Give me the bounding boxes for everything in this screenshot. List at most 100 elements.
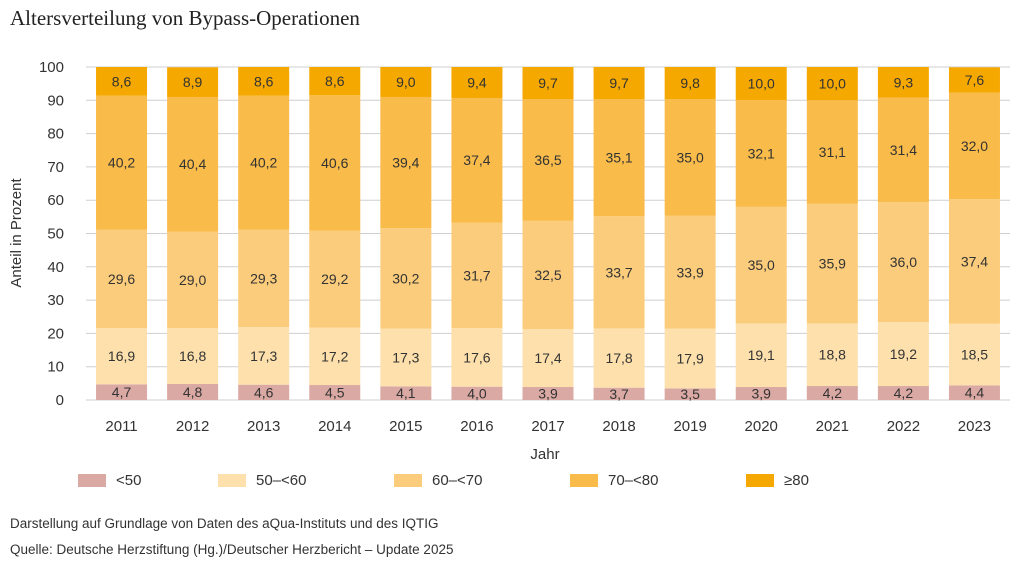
bar-segment: [735, 323, 787, 388]
bar-segment: [96, 229, 148, 329]
data-label: 4,4: [965, 385, 985, 401]
bar-segment: [380, 328, 432, 387]
x-tick-label: 2018: [602, 418, 635, 435]
legend-label-70-80: 70–<80: [608, 472, 659, 489]
data-label: 35,9: [819, 256, 846, 272]
bar-segment: [948, 92, 1000, 200]
data-label: 4,1: [396, 385, 416, 401]
stacked-bar-chart: 4,7 16,9 29,6 40,2 8,6 4,8 16,8 29,0 40,4 8,9 4,6 1…: [8, 59, 1010, 463]
x-tick-label: 2011: [105, 418, 137, 435]
bar-segment: [380, 228, 432, 329]
x-tick-label: 2021: [816, 418, 849, 435]
data-label: 9,7: [609, 75, 629, 91]
data-label: 29,6: [108, 271, 135, 287]
data-label: 4,0: [467, 385, 487, 401]
legend-item-60-70: 60–<70: [394, 472, 482, 489]
bar-segment: [451, 67, 503, 98]
data-label: 8,9: [183, 74, 203, 90]
data-label: 31,7: [463, 267, 490, 283]
bar-segment: [664, 388, 716, 400]
bar-segment: [664, 215, 716, 329]
bar-segment: [664, 99, 716, 216]
bar-segment: [735, 206, 787, 324]
data-label: 36,0: [890, 254, 917, 270]
data-label: 9,3: [894, 74, 914, 90]
footnote-data-basis: Darstellung auf Grundlage von Daten des …: [10, 516, 439, 531]
data-label: 19,1: [748, 347, 775, 363]
bar-segment: [309, 327, 361, 386]
bar-segment: [664, 328, 716, 389]
data-label: 3,5: [680, 386, 700, 402]
bar-segment: [96, 384, 148, 400]
bar-segment: [96, 95, 148, 230]
bar-segment: [309, 230, 361, 328]
bar-segment: [380, 96, 432, 229]
data-label: 8,6: [254, 73, 274, 89]
legend-item-50-60: 50–<60: [218, 472, 306, 489]
data-label: 36,5: [534, 152, 561, 168]
data-label: 9,7: [538, 75, 558, 91]
data-label: 4,8: [183, 384, 203, 400]
legend-swatch-60-70: [394, 474, 422, 487]
y-tick-label: 100: [39, 59, 64, 76]
data-label: 29,3: [250, 270, 277, 286]
data-label: 40,4: [179, 156, 206, 172]
data-label: 40,2: [250, 155, 277, 171]
data-label: 37,4: [961, 253, 988, 269]
bar-segment: [948, 67, 1000, 93]
data-label: 17,9: [677, 351, 704, 367]
data-label: 19,2: [890, 346, 917, 362]
bar-segment: [593, 387, 645, 400]
y-axis: 0 10 20 30 40 50 60 70 80 90 100: [39, 59, 64, 409]
bar-segment: [309, 95, 361, 231]
bar-segment: [664, 67, 716, 100]
data-label: 31,1: [819, 144, 846, 160]
y-tick-label: 60: [47, 192, 64, 209]
data-label: 3,9: [751, 386, 771, 402]
data-label: 17,4: [534, 350, 561, 366]
bar-segment: [593, 67, 645, 100]
bar-segment: [380, 386, 432, 400]
x-tick-label: 2022: [887, 418, 920, 435]
data-label: 18,5: [961, 347, 988, 363]
data-label: 29,2: [321, 271, 348, 287]
y-tick-label: 20: [47, 325, 64, 342]
data-label: 4,5: [325, 385, 345, 401]
data-label: 10,0: [748, 75, 775, 91]
x-axis-label: Jahr: [530, 446, 559, 463]
data-label: 40,6: [321, 155, 348, 171]
data-label: 3,9: [538, 386, 558, 402]
bar-segment: [877, 202, 929, 323]
x-tick-label: 2020: [745, 418, 778, 435]
bar-segment: [167, 67, 219, 97]
bar-segment: [238, 327, 290, 385]
legend-swatch-under-50: [78, 474, 106, 487]
bar-segment: [96, 328, 148, 385]
footnote-source: Quelle: Deutsche Herzstiftung (Hg.)/Deut…: [10, 542, 454, 557]
bar-segment: [522, 220, 574, 330]
x-tick-label: 2023: [958, 418, 991, 435]
data-label: 4,2: [823, 385, 843, 401]
legend-label-under-50: <50: [116, 472, 142, 489]
legend-swatch-80-plus: [746, 474, 774, 487]
data-label: 30,2: [392, 270, 419, 286]
bar-segment: [238, 384, 290, 400]
x-tick-label: 2013: [247, 418, 280, 435]
data-label: 32,0: [961, 138, 988, 154]
legend-swatch-50-60: [218, 474, 246, 487]
bar-segment: [877, 67, 929, 98]
legend-item-80-plus: ≥80: [746, 472, 809, 489]
bar-segment: [593, 99, 645, 217]
legend-item-70-80: 70–<80: [570, 472, 658, 489]
data-label: 40,2: [108, 155, 135, 171]
data-label: 4,6: [254, 384, 274, 400]
x-tick-label: 2015: [389, 418, 422, 435]
y-tick-label: 90: [47, 92, 64, 109]
data-label: 29,0: [179, 272, 206, 288]
bar-segment: [451, 386, 503, 400]
chart-title: Altersverteilung von Bypass-Operationen: [10, 6, 360, 30]
bar-segment: [806, 386, 858, 400]
data-label: 35,0: [677, 150, 704, 166]
y-axis-label: Anteil in Prozent: [8, 178, 25, 288]
data-label: 8,6: [112, 73, 132, 89]
